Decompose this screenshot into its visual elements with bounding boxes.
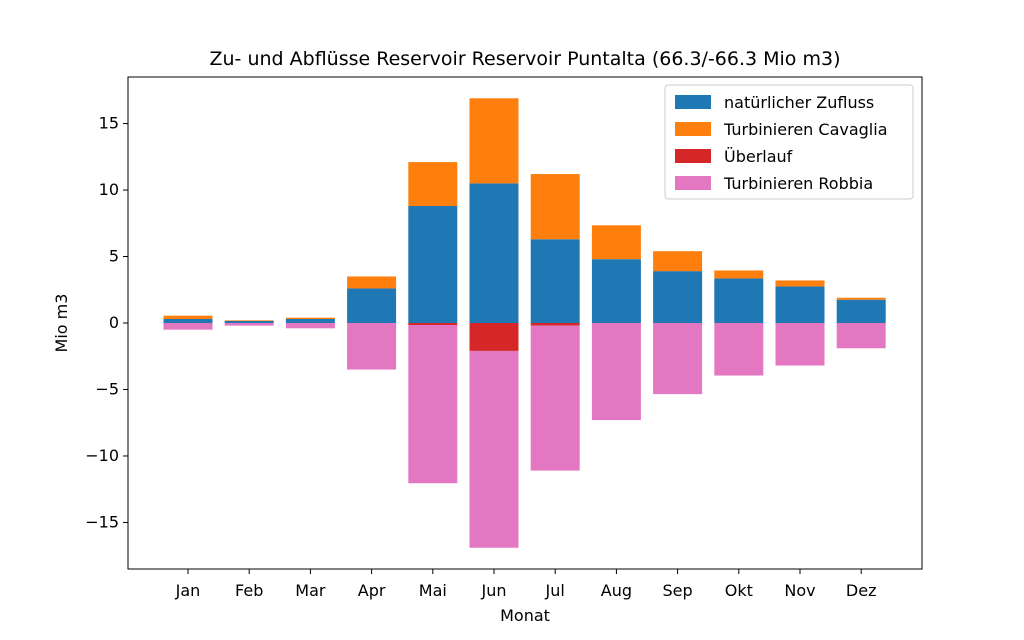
bar-okt-series-1 xyxy=(714,270,764,279)
legend-swatch xyxy=(675,176,711,190)
bar-jul-series-1 xyxy=(530,174,580,240)
bars-group xyxy=(163,98,886,548)
bar-sep-series-1 xyxy=(653,251,703,272)
y-tick-label: 15 xyxy=(99,114,119,133)
bar-jul-series-2 xyxy=(530,323,580,326)
bar-apr-series-3 xyxy=(347,323,397,370)
legend-swatch xyxy=(675,95,711,109)
legend-label: natürlicher Zufluss xyxy=(724,93,874,112)
x-tick-label: Okt xyxy=(725,581,753,600)
bar-aug-series-0 xyxy=(591,259,641,323)
y-tick-label: 0 xyxy=(109,313,119,332)
bar-mar-series-3 xyxy=(285,323,335,329)
x-tick-label: Aug xyxy=(601,581,632,600)
y-tick-label: −10 xyxy=(85,446,119,465)
bar-nov-series-0 xyxy=(775,286,825,323)
y-tick-label: 10 xyxy=(99,180,119,199)
chart-title: Zu- und Abflüsse Reservoir Reservoir Pun… xyxy=(210,48,841,70)
x-tick-label: Jun xyxy=(481,581,507,600)
bar-mar-series-1 xyxy=(285,317,335,320)
x-tick-label: Sep xyxy=(663,581,693,600)
bar-aug-series-1 xyxy=(591,225,641,260)
bar-sep-series-3 xyxy=(653,323,703,395)
bar-dez-series-1 xyxy=(836,297,886,300)
y-tick-label: −5 xyxy=(95,379,119,398)
bar-jun-series-1 xyxy=(469,98,519,184)
x-tick-label: Mar xyxy=(295,581,326,600)
x-tick-label: Apr xyxy=(358,581,386,600)
ticks-group: −15 −10 −5 0 5 10 15 Jan Feb Mar Apr Mai Jun Jul Aug Se… xyxy=(85,114,876,600)
plot-frame xyxy=(127,76,923,570)
bar-mar-series-0 xyxy=(285,319,335,323)
x-tick-label: Jul xyxy=(545,581,565,600)
x-tick-label: Nov xyxy=(784,581,815,600)
bar-dez-series-0 xyxy=(836,299,886,323)
x-tick-label: Dez xyxy=(846,581,877,600)
bar-feb-series-0 xyxy=(224,321,274,323)
bar-jun-series-0 xyxy=(469,183,519,323)
bar-okt-series-0 xyxy=(714,278,764,323)
bar-nov-series-1 xyxy=(775,280,825,287)
x-axis-label: Monat xyxy=(500,606,550,625)
y-tick-label: −15 xyxy=(85,512,119,531)
bar-jan-series-1 xyxy=(163,315,213,320)
legend-box xyxy=(664,84,914,200)
bar-apr-series-0 xyxy=(347,288,397,323)
legend-label: Überlauf xyxy=(724,147,793,166)
bar-jan-series-0 xyxy=(163,319,213,323)
legend-swatch xyxy=(675,122,711,136)
legend-label: Turbinieren Robbia xyxy=(723,174,873,193)
bar-okt-series-3 xyxy=(714,323,764,376)
bar-jul-series-0 xyxy=(530,239,580,323)
bar-jun-series-3 xyxy=(469,350,519,548)
bar-apr-series-1 xyxy=(347,276,397,289)
bar-mai-series-2 xyxy=(408,323,458,325)
bar-aug-series-3 xyxy=(591,323,641,421)
bar-mai-series-0 xyxy=(408,205,458,323)
x-tick-label: Jan xyxy=(175,581,201,600)
bar-dez-series-3 xyxy=(836,323,886,349)
y-axis-label: Mio m3 xyxy=(52,294,71,353)
x-tick-label: Mai xyxy=(419,581,447,600)
bar-mai-series-3 xyxy=(408,324,458,484)
bar-nov-series-3 xyxy=(775,323,825,366)
bar-feb-series-1 xyxy=(224,320,274,322)
bar-jun-series-2 xyxy=(469,323,519,351)
bar-mai-series-1 xyxy=(408,162,458,206)
bar-jul-series-3 xyxy=(530,325,580,471)
x-tick-label: Feb xyxy=(235,581,263,600)
legend-label: Turbinieren Cavaglia xyxy=(723,120,888,139)
legend-swatch xyxy=(675,149,711,163)
bar-sep-series-0 xyxy=(653,271,703,323)
y-tick-label: 5 xyxy=(109,247,119,266)
bar-feb-series-3 xyxy=(224,323,274,326)
bar-jan-series-3 xyxy=(163,323,213,330)
legend: natürlicher Zufluss Turbinieren Cavaglia Ü… xyxy=(664,84,914,200)
